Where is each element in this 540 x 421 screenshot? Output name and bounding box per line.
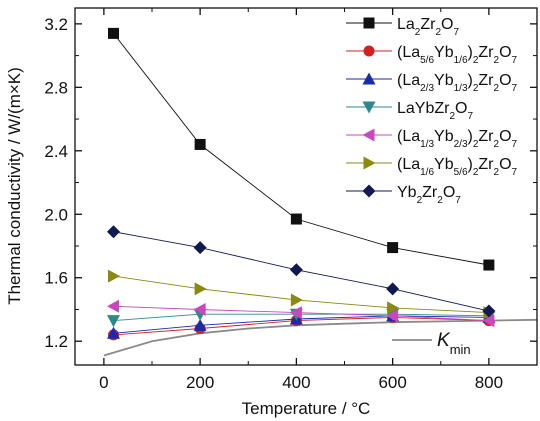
y-tick-label: 1.6 (44, 269, 68, 288)
legend-label: (La5/6Yb1/6)2Zr2O7 (397, 44, 518, 66)
data-point (194, 282, 207, 296)
legend-marker (362, 128, 375, 142)
y-tick-label: 2.8 (44, 78, 68, 97)
legend-item-0: La2Zr2O7 (346, 16, 459, 38)
data-point (107, 326, 120, 339)
x-tick-label: 400 (282, 373, 310, 392)
data-point (108, 269, 120, 283)
legend-item-5: (La1/6Yb5/6)2Zr2O7 (346, 156, 518, 178)
legend-label: (La1/3Yb2/3)2Zr2O7 (397, 128, 518, 150)
legend-marker (362, 184, 376, 198)
data-point (387, 242, 399, 254)
legend-label: Yb2Zr2O7 (397, 184, 461, 206)
x-tick-label: 200 (186, 373, 214, 392)
data-point (107, 315, 120, 328)
data-point (289, 263, 303, 277)
y-tick-label: 1.2 (44, 332, 68, 351)
x-tick-label: 800 (475, 373, 503, 392)
plot-frame (74, 7, 538, 366)
data-point (386, 309, 399, 323)
kmin-label: Kmin (437, 330, 471, 357)
y-axis-label: Thermal conductivity / W/(m×K) (5, 67, 24, 305)
legend-item-1: (La5/6Yb1/6)2Zr2O7 (346, 44, 518, 66)
legend-marker (363, 17, 375, 29)
data-point (386, 282, 400, 296)
legend-item-3: LaYbZr2O7 (346, 100, 473, 122)
kmin-curve (103, 318, 538, 357)
y-tick-label: 2.4 (44, 142, 68, 161)
data-point (290, 293, 303, 307)
x-tick-label: 600 (378, 373, 406, 392)
data-point (193, 302, 206, 316)
legend-label: (La2/3Yb1/3)2Zr2O7 (397, 72, 518, 94)
legend-item-4: (La1/3Yb2/3)2Zr2O7 (346, 128, 518, 150)
data-point (289, 306, 302, 320)
legend-item-2: (La2/3Yb1/3)2Zr2O7 (346, 72, 518, 94)
series-layer (103, 27, 538, 357)
data-point (193, 318, 207, 331)
y-tick-label: 2.0 (44, 205, 68, 224)
legend-marker (362, 101, 376, 114)
legend-item-6: Yb2Zr2O7 (346, 184, 461, 206)
legend-label: LaYbZr2O7 (397, 100, 473, 122)
legend-label: (La1/6Yb5/6)2Zr2O7 (397, 156, 518, 178)
data-point (108, 27, 119, 39)
ticks-layer: 0 200 400 600 800 1.2 1.6 2.0 2.4 2.8 3.2 (44, 8, 537, 392)
legend-label: La2Zr2O7 (397, 16, 459, 38)
data-point (290, 213, 302, 225)
data-point (194, 138, 206, 150)
legend: La2Zr2O7 (La5/6Yb1/6)2Zr2O7 (La2/3Yb1/3)2Z… (346, 16, 518, 357)
series-4 (107, 299, 495, 328)
data-point (482, 314, 495, 328)
data-point (387, 301, 400, 315)
data-point (107, 225, 120, 239)
x-axis-label: Temperature / °C (242, 399, 371, 418)
y-tick-label: 3.2 (44, 15, 68, 34)
x-tick-label: 0 (99, 373, 108, 392)
legend-marker (363, 45, 375, 57)
data-point (482, 304, 496, 318)
data-point (107, 299, 119, 313)
legend-marker (362, 72, 376, 85)
data-point (193, 241, 207, 255)
series-0 (108, 27, 495, 271)
series-6 (107, 225, 496, 318)
legend-item-kmin: Kmin (392, 330, 471, 357)
legend-marker (363, 156, 376, 170)
data-point (483, 259, 495, 271)
